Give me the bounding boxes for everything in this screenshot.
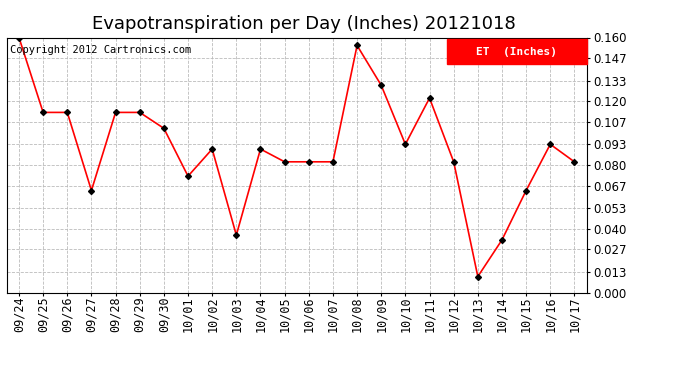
FancyBboxPatch shape — [447, 39, 586, 64]
Text: ET  (Inches): ET (Inches) — [477, 46, 558, 57]
Text: Evapotranspiration per Day (Inches) 20121018: Evapotranspiration per Day (Inches) 2012… — [92, 15, 515, 33]
Text: Copyright 2012 Cartronics.com: Copyright 2012 Cartronics.com — [10, 45, 191, 55]
